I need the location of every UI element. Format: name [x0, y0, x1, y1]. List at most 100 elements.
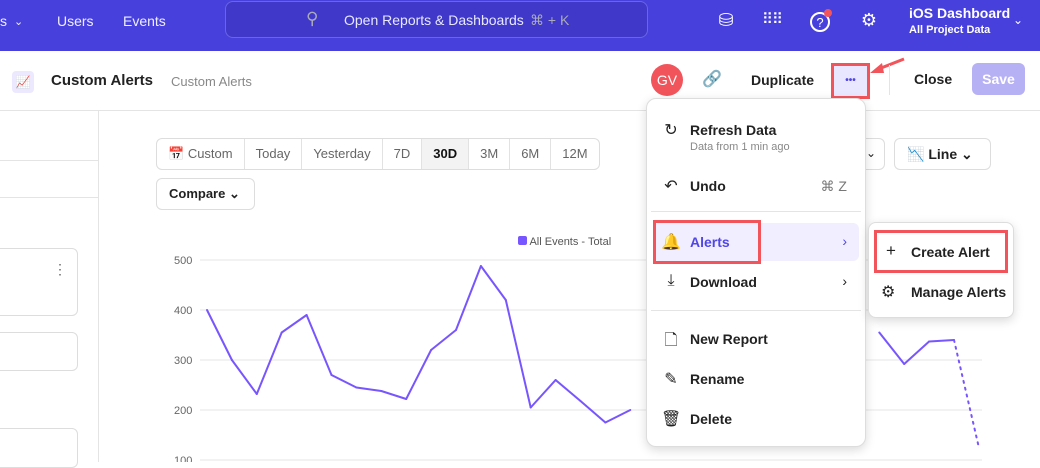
close-button[interactable]: Close [914, 71, 952, 87]
series-segment [581, 401, 606, 423]
menu-refresh-data[interactable]: ↻Refresh DataData from 1 min ago [653, 111, 859, 149]
manage-alerts-item[interactable]: ⚙ Manage Alerts [877, 279, 1011, 309]
menu-label: Refresh Data [690, 122, 776, 138]
line-chart-icon: 📉 [907, 146, 924, 162]
menu-delete[interactable]: 🗑Delete [653, 400, 859, 438]
series-segment [282, 315, 307, 333]
search-icon: ⚲ [306, 9, 318, 29]
date-range-30d[interactable]: 30D [422, 139, 469, 169]
save-button[interactable]: Save [972, 63, 1025, 95]
undo-icon: ↶ [661, 176, 681, 196]
more-options-button[interactable]: ••• [831, 63, 870, 99]
kebab-menu-icon[interactable]: ⋮ [53, 261, 67, 278]
range-label: Custom [188, 146, 233, 161]
plus-icon: + [886, 241, 896, 261]
search-placeholder: Open Reports & Dashboards [344, 12, 524, 28]
duplicate-button[interactable]: Duplicate [751, 72, 814, 88]
date-range-custom[interactable]: 📅 Custom [157, 139, 245, 169]
series-segment [406, 350, 431, 399]
chevron-down-icon[interactable]: ⌄ [1013, 13, 1023, 27]
menu-download[interactable]: ⤓Download› [653, 263, 859, 301]
chevron-right-icon: › [842, 233, 847, 249]
compare-dropdown[interactable]: Compare ⌄ [156, 178, 255, 210]
date-range-today[interactable]: Today [245, 139, 303, 169]
gear-icon[interactable]: ⚙ [857, 10, 881, 34]
y-tick-label: 500 [174, 255, 192, 267]
project-name: iOS Dashboard [909, 5, 1010, 21]
nav-events[interactable]: Events [123, 13, 166, 29]
y-tick-label: 400 [174, 305, 192, 317]
sidebar-card[interactable]: ⋮ [0, 248, 78, 316]
divider [889, 65, 890, 95]
y-tick-label: 100 [174, 455, 192, 462]
line-chart-report-icon: 📈 [12, 71, 34, 93]
series-segment [605, 410, 630, 423]
sidebar-divider [98, 111, 99, 462]
series-segment [506, 300, 531, 408]
series-segment [531, 380, 556, 408]
series-segment [929, 340, 954, 342]
chart-type-dropdown[interactable]: 📉 Line ⌄ [894, 138, 991, 170]
new-file-icon: 🗋 [661, 329, 681, 356]
project-selector[interactable]: iOS Dashboard All Project Data [909, 5, 1010, 36]
nav-item-partial[interactable]: s [0, 13, 7, 29]
series-segment [307, 315, 332, 375]
y-tick-label: 300 [174, 355, 192, 367]
menu-label: Create Alert [911, 244, 990, 260]
avatar[interactable]: GV [651, 64, 683, 96]
menu-label: Download [690, 274, 757, 290]
date-range-12m[interactable]: 12M [551, 139, 598, 169]
series-segment [381, 391, 406, 399]
menu-rename[interactable]: ✎ Rename [653, 360, 859, 398]
report-title[interactable]: Custom Alerts [51, 72, 153, 89]
report-subtitle: Custom Alerts [171, 74, 252, 89]
database-settings-icon[interactable]: ⛁ [714, 10, 738, 34]
search-bar[interactable]: ⚲ Open Reports & Dashboards ⌘ + K [225, 1, 648, 38]
create-alert-item[interactable]: + Create Alert [874, 230, 1008, 273]
divider [0, 160, 98, 161]
sidebar-card[interactable] [0, 332, 78, 371]
date-range-3m[interactable]: 3M [469, 139, 510, 169]
annotation-arrow [868, 56, 908, 76]
report-header: 📈 Custom Alerts Custom Alerts GV 🔗 Dupli… [0, 51, 1040, 111]
calendar-icon: 📅 [168, 146, 188, 161]
series-segment [904, 342, 929, 365]
refresh-icon: ↻ [661, 120, 681, 140]
nav-users[interactable]: Users [57, 13, 94, 29]
notification-dot [824, 9, 832, 17]
annotation-highlight [653, 220, 761, 264]
menu-sublabel: Data from 1 min ago [690, 141, 790, 153]
search-shortcut: ⌘ + K [530, 12, 569, 29]
divider [651, 211, 861, 212]
menu-label: Manage Alerts [911, 284, 1006, 300]
series-segment [207, 310, 232, 360]
date-range-yesterday[interactable]: Yesterday [302, 139, 382, 169]
divider [0, 197, 98, 198]
date-range-7d[interactable]: 7D [383, 139, 423, 169]
sidebar-card[interactable] [0, 428, 78, 468]
series-segment [431, 330, 456, 350]
y-tick-label: 200 [174, 405, 192, 417]
apps-grid-icon[interactable]: ⠿⠿ [760, 10, 784, 34]
menu-undo[interactable]: ↶ Undo ⌘ Z [653, 167, 859, 205]
series-segment [556, 380, 581, 401]
more-options-menu: ↻ Refresh Data Data from 1 min ago ↶ Undo ⌘ … [646, 98, 866, 447]
gear-icon: ⚙ [881, 282, 895, 302]
chevron-down-icon[interactable]: ⌄ [14, 15, 23, 28]
menu-new-report[interactable]: 🗋New Report [653, 320, 859, 358]
date-range-6m[interactable]: 6M [510, 139, 551, 169]
alerts-submenu: + Create Alert ⚙ Manage Alerts [868, 222, 1014, 318]
link-icon[interactable]: 🔗 [702, 69, 722, 89]
series-segment [456, 266, 481, 330]
pencil-icon: ✎ [661, 369, 681, 389]
series-segment [954, 340, 979, 448]
shortcut: ⌘ Z [821, 178, 847, 195]
project-scope: All Project Data [909, 24, 1010, 36]
menu-label: Rename [690, 371, 744, 387]
top-navigation-bar: s ⌄ Users Events ⚲ Open Reports & Dashbo… [0, 0, 1040, 51]
menu-label: Undo [690, 178, 726, 194]
series-segment [481, 266, 506, 300]
chart-type-label: Line [928, 146, 957, 162]
compare-label: Compare [169, 186, 225, 201]
menu-label: Delete [690, 411, 732, 427]
